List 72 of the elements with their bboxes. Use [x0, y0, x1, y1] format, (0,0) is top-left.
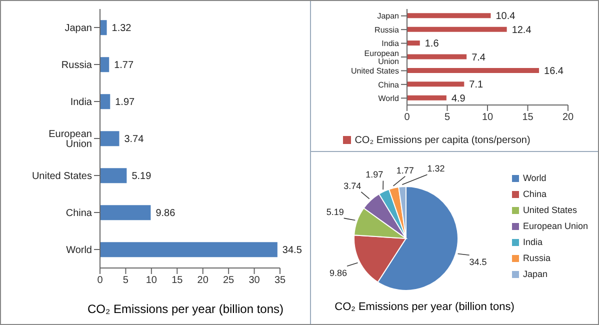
data-label: 12.4 [512, 24, 532, 36]
x-tick-label: 5 [444, 112, 450, 124]
bar [407, 13, 491, 18]
data-label: 34.5 [469, 256, 487, 267]
x-tick-label: 15 [172, 275, 184, 286]
y-tick-label: Russia [374, 25, 400, 34]
bar [100, 242, 278, 258]
legend-label: European Union [522, 221, 588, 232]
bar [100, 205, 151, 220]
data-label: 10.4 [496, 11, 516, 22]
data-label: 4.9 [451, 93, 466, 104]
y-tick-label: India [70, 97, 92, 108]
data-label: 1.6 [424, 38, 440, 50]
legend-label: Japan [522, 269, 548, 280]
data-label: 5.19 [132, 171, 152, 182]
legend-label: India [522, 237, 542, 248]
data-label: 9.86 [330, 268, 348, 278]
bar [407, 95, 446, 100]
x-tick-label: 0 [404, 112, 410, 124]
bar [100, 168, 127, 184]
bar [407, 54, 467, 60]
data-label: 1.97 [115, 97, 136, 108]
x-tick-label: 10 [482, 112, 494, 124]
y-tick-label: United States [350, 66, 399, 76]
x-tick-label: 35 [274, 275, 286, 286]
x-tick-label: 30 [248, 275, 260, 286]
y-tick-label: United States [32, 171, 92, 182]
data-label: 9.86 [156, 208, 176, 220]
data-label: 3.74 [124, 134, 144, 146]
x-tick-label: 5 [122, 275, 129, 286]
y-tick-label: European Union [48, 129, 92, 150]
y-tick-label: Japan [64, 23, 92, 34]
legend-label: United States [522, 205, 577, 216]
legend-label: China [522, 189, 546, 200]
data-label: 3.74 [344, 180, 362, 191]
y-tick-label: European Union [364, 48, 399, 66]
y-tick-label: Japan [377, 12, 399, 21]
data-label: 34.5 [282, 245, 302, 256]
x-tick-label: 20 [562, 112, 574, 124]
bar [407, 82, 464, 87]
legend-label: Russia [522, 253, 550, 264]
y-tick-label: India [382, 39, 400, 48]
data-label: 1.97 [366, 169, 384, 180]
data-label: 1.32 [427, 163, 445, 174]
y-tick-label: World [66, 245, 92, 256]
bar [407, 40, 420, 46]
x-axis-title: CO₂ Emissions per year (billion tons) [86, 302, 285, 316]
bar [100, 131, 120, 146]
x-tick-label: 15 [522, 112, 534, 124]
x-tick-label: 0 [97, 275, 104, 286]
data-label: 1.77 [396, 164, 414, 175]
x-tick-label: 10 [146, 275, 158, 286]
y-tick-label: World [378, 94, 399, 103]
data-label: 1.32 [112, 23, 132, 34]
bar [407, 26, 507, 32]
y-tick-label: Russia [61, 60, 92, 72]
y-tick-label: China [378, 80, 400, 90]
text: CO₂ Emissions per year (billion tons) [334, 300, 516, 313]
bar [100, 57, 110, 72]
legend-label: World [522, 173, 546, 184]
data-label: 7.1 [469, 80, 484, 91]
bar [407, 68, 540, 73]
bar [100, 20, 107, 36]
x-tick-label: 20 [197, 275, 209, 286]
x-tick-label: 25 [223, 275, 235, 286]
data-label: 16.4 [544, 66, 564, 78]
y-tick-label: China [66, 208, 92, 220]
data-label: 1.77 [114, 60, 134, 72]
bar [100, 94, 110, 110]
data-label: 5.19 [326, 206, 344, 217]
legend-label: CO₂ Emissions per capita (tons/person) [354, 135, 530, 146]
data-label: 7.4 [472, 52, 486, 64]
